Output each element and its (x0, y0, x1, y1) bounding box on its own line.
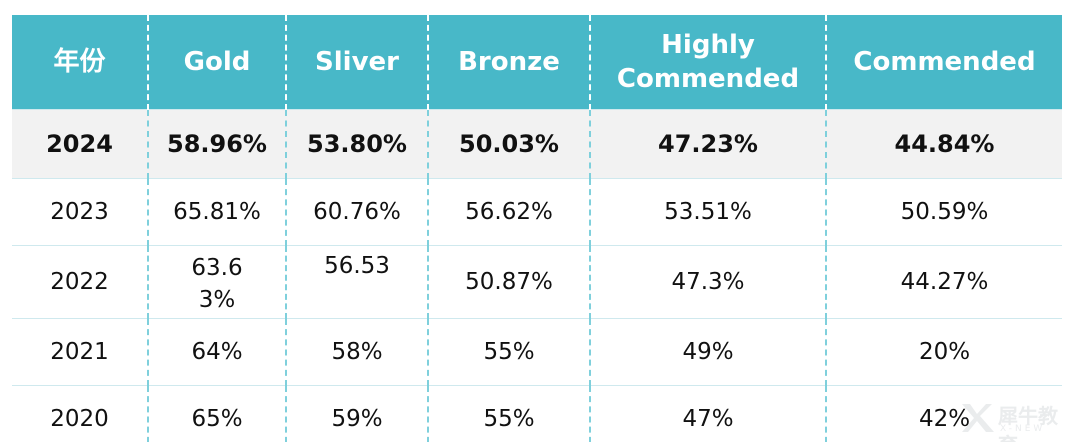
cell-year: 2024 (12, 109, 149, 179)
header-year: 年份 (12, 15, 149, 110)
cell-year: 2020 (12, 385, 149, 442)
watermark-sub: X-NEW (1000, 424, 1046, 434)
cell-gold-text: 63.63% (191, 255, 243, 313)
header-gold: Gold (147, 15, 287, 110)
cell-highly-commended: 47% (589, 385, 827, 442)
cell-bronze: 50.87% (427, 245, 591, 319)
pass-rate-table: 年份 Gold Sliver Bronze Highly Commended C… (12, 15, 1062, 442)
table-row: 2023 65.81% 60.76% 56.62% 53.51% 50.59% (12, 178, 1062, 246)
cell-year: 2022 (12, 245, 149, 319)
table-row: 2022 63.63% 56.53 50.87% 47.3% 44.27% (12, 245, 1062, 319)
cell-sliver: 56.53 (285, 245, 429, 319)
cell-bronze: 55% (427, 318, 591, 386)
cell-commended: 20% (825, 318, 1062, 386)
cell-gold: 63.63% (147, 245, 287, 319)
x-logo-icon (962, 404, 994, 432)
cell-gold: 64% (147, 318, 287, 386)
header-bronze: Bronze (427, 15, 591, 110)
cell-highly-commended: 47.23% (589, 109, 827, 179)
cell-highly-commended: 53.51% (589, 178, 827, 246)
cell-gold: 58.96% (147, 109, 287, 179)
header-highly-commended: Highly Commended (589, 15, 827, 110)
header-sliver: Sliver (285, 15, 429, 110)
cell-sliver: 58% (285, 318, 429, 386)
cell-gold: 65% (147, 385, 287, 442)
watermark-logo: 犀牛教育 X-NEW (958, 398, 1076, 442)
table-row: 2020 65% 59% 55% 47% 42% (12, 385, 1062, 442)
cell-sliver: 53.80% (285, 109, 429, 179)
cell-highly-commended: 47.3% (589, 245, 827, 319)
header-row: 年份 Gold Sliver Bronze Highly Commended C… (12, 15, 1062, 110)
cell-sliver: 59% (285, 385, 429, 442)
watermark-text: 犀牛教育 (998, 404, 1058, 442)
cell-sliver: 60.76% (285, 178, 429, 246)
table-row: 2024 58.96% 53.80% 50.03% 47.23% 44.84% (12, 109, 1062, 179)
cell-bronze: 55% (427, 385, 591, 442)
cell-highly-commended: 49% (589, 318, 827, 386)
cell-commended: 44.84% (825, 109, 1062, 179)
cell-year: 2023 (12, 178, 149, 246)
cell-year: 2021 (12, 318, 149, 386)
table-row: 2021 64% 58% 55% 49% 20% (12, 318, 1062, 386)
cell-bronze: 56.62% (427, 178, 591, 246)
header-commended: Commended (825, 15, 1062, 110)
cell-commended: 50.59% (825, 178, 1062, 246)
cell-commended: 44.27% (825, 245, 1062, 319)
cell-commended: 42% (825, 385, 1062, 442)
cell-bronze: 50.03% (427, 109, 591, 179)
cell-gold: 65.81% (147, 178, 287, 246)
